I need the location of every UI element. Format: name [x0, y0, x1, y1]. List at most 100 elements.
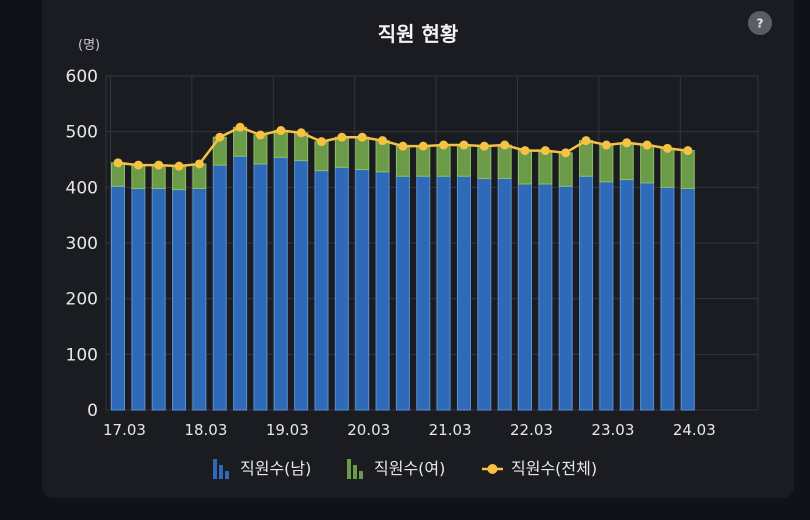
x-tick-label: 17.03 [103, 421, 146, 439]
bar-female [579, 140, 594, 177]
total-series-point [174, 161, 184, 171]
bar-male [151, 187, 166, 411]
total-series-point [255, 130, 265, 140]
total-series-point [520, 146, 530, 156]
bar-female [660, 147, 675, 188]
legend-female: 직원수(여) [347, 459, 445, 479]
y-axis-unit-label: (명) [78, 38, 100, 53]
bar-male [355, 169, 370, 411]
bar-male [212, 164, 227, 411]
y-tick-label: 0 [87, 401, 98, 421]
bar-male [273, 156, 288, 411]
bar-male [497, 177, 512, 411]
bar-male [680, 187, 695, 411]
bar-male [375, 171, 390, 411]
total-series-point [296, 128, 306, 138]
x-tick-label: 24.03 [673, 421, 716, 439]
legend-female-icon [347, 459, 351, 479]
bar-male [518, 183, 532, 411]
bar-male [477, 177, 492, 411]
legend-male: 직원수(남) [213, 459, 311, 479]
total-series-point [561, 148, 571, 158]
bar-male [395, 175, 410, 411]
y-tick-label: 600 [66, 67, 98, 87]
bar-female [395, 145, 410, 177]
bars [111, 126, 695, 411]
total-series-point [378, 136, 388, 146]
x-tick-label: 22.03 [510, 421, 553, 439]
legend-male-label: 직원수(남) [240, 459, 311, 478]
x-axis: 17.03 18.03 19.03 20.03 21.03 22.03 23.03 24.03 [103, 421, 716, 439]
total-series-point [500, 140, 510, 150]
legend-female-icon [353, 465, 357, 479]
bar-female [355, 136, 370, 171]
total-series-point [317, 137, 326, 147]
x-tick-label: 18.03 [184, 421, 227, 439]
total-series-point [154, 160, 164, 170]
x-tick-label: 19.03 [266, 421, 309, 439]
bar-female [619, 142, 634, 181]
y-tick-label: 200 [66, 290, 98, 310]
bar-male [619, 179, 634, 411]
bar-male [558, 185, 573, 411]
total-series-point [113, 158, 123, 168]
bar-female [558, 152, 573, 187]
y-tick-label: 400 [66, 178, 98, 198]
total-series-point [194, 159, 204, 169]
y-tick-label: 100 [66, 345, 98, 365]
total-series-point [662, 143, 672, 153]
bar-female [416, 145, 431, 177]
total-series-point [235, 122, 245, 132]
legend: 직원수(남) 직원수(여) 직원수(전체) [213, 459, 597, 479]
bar-female [680, 150, 695, 189]
total-series-point [581, 136, 591, 146]
bar-male [538, 183, 553, 411]
legend-male-icon [219, 465, 223, 479]
total-series-point [337, 132, 347, 142]
x-tick-label: 20.03 [347, 421, 390, 439]
total-series-point [622, 138, 632, 148]
bar-male [579, 175, 594, 411]
bar-female [436, 144, 451, 177]
x-tick-label: 23.03 [591, 421, 634, 439]
bar-female [375, 140, 390, 173]
total-series-point [398, 141, 408, 151]
legend-female-label: 직원수(여) [374, 459, 445, 478]
y-tick-label: 500 [66, 123, 98, 143]
bar-male [111, 185, 125, 411]
legend-female-icon [359, 471, 363, 479]
bar-male [456, 175, 471, 411]
legend-male-icon [225, 471, 229, 479]
total-series-point [439, 140, 449, 150]
bar-male [131, 187, 146, 411]
bar-male [314, 170, 329, 411]
bar-male [436, 175, 451, 411]
legend-total-label: 직원수(전체) [511, 459, 597, 478]
bar-female [477, 145, 492, 179]
chart-panel: 직원 현황 (명) ? 0 100 200 300 400 500 600 17.03 18.… [42, 0, 794, 498]
bar-male [253, 163, 268, 411]
bar-male [599, 181, 614, 411]
total-series-point [601, 140, 611, 150]
bar-male [416, 175, 431, 411]
help-icon[interactable]: ? [748, 11, 772, 35]
total-series-point [418, 141, 428, 151]
total-series-point [276, 126, 286, 136]
total-series-point [357, 132, 367, 142]
bar-male [334, 166, 349, 411]
bar-female [518, 150, 532, 185]
bar-male [192, 187, 207, 411]
bar-female [497, 144, 512, 179]
total-series-point [642, 140, 652, 150]
total-series-point [683, 146, 693, 156]
legend-male-icon [213, 459, 217, 479]
legend-total: 직원수(전체) [482, 459, 597, 478]
bar-male [294, 160, 309, 411]
chart-svg: 직원 현황 (명) ? 0 100 200 300 400 500 600 17.03 18.… [66, 11, 772, 479]
bar-male [640, 182, 655, 411]
bar-female [456, 144, 471, 177]
total-series-point [215, 132, 225, 142]
total-series-point [540, 146, 550, 156]
bar-male [233, 155, 248, 411]
question-icon[interactable] [748, 11, 772, 35]
